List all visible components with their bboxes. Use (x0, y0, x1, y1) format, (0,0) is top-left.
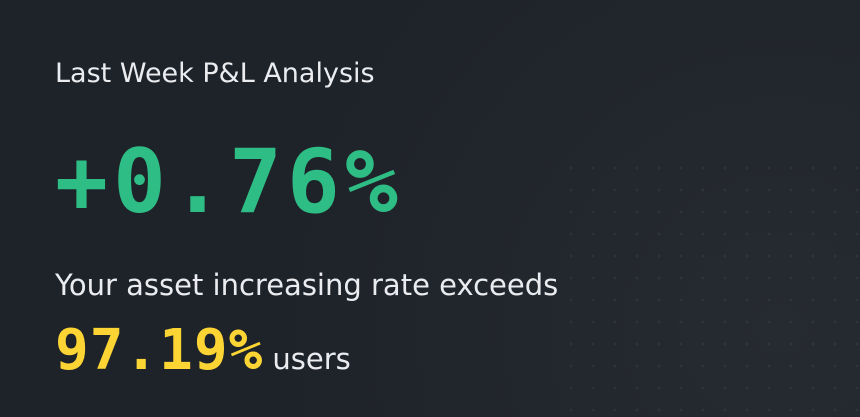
rank-value: 97.19% (55, 318, 264, 383)
rank-suffix: users (272, 342, 351, 376)
rank-line: 97.19% users (55, 318, 351, 383)
dot-pattern (560, 157, 860, 417)
description: Your asset increasing rate exceeds (55, 268, 559, 302)
card-title: Last Week P&L Analysis (55, 58, 375, 89)
pnl-value: +0.76% (55, 130, 403, 233)
